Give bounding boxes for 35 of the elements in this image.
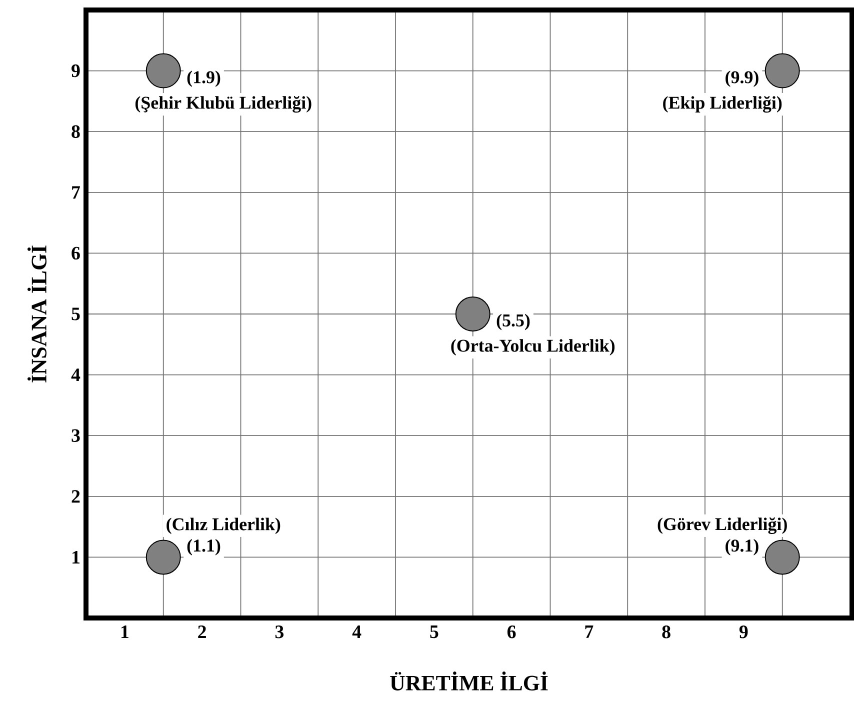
annotation: (Şehir Klubü Liderliği) [135,96,312,113]
annotation: (1.1) [187,539,220,556]
point [764,53,800,88]
annotation: (1.9) [187,70,220,87]
point [146,53,181,88]
y-tick-label: 1 [72,550,80,564]
x-tick-label: 5 [430,626,438,638]
y-tick-label: 8 [72,125,80,138]
y-tick-label: 4 [71,368,80,382]
x-tick-label: 2 [198,626,206,638]
point [146,540,181,575]
y-tick-label: 5 [72,308,80,320]
x-tick-label: 6 [507,626,516,638]
x-tick-label: 9 [739,626,748,638]
y-tick-label: 6 [72,246,80,260]
y-tick-label: 7 [72,186,80,199]
annotation: (5.5) [496,314,530,330]
y-tick-label: 3 [72,429,80,442]
x-tick-label: 8 [662,626,670,638]
y-axis-title: İNSANA İLGİ [27,246,46,382]
x-tick-label: 3 [275,626,284,638]
point [764,540,800,575]
x-tick-label: 1 [121,626,128,638]
annotation: (Görev Liderliği) [658,517,787,534]
x-tick-label: 7 [585,626,594,638]
x-tick-label: 4 [352,626,362,638]
y-tick-label: 2 [72,490,80,503]
x-axis-title: ÜRETİME İLGİ [390,672,548,691]
annotation: (9.1) [726,539,758,556]
annotation: (Cılız Liderlik) [166,518,280,534]
annotation: (9.9) [726,70,758,87]
annotation: (Orta-Yolcu Liderlik) [451,339,615,356]
y-tick-label: 9 [72,64,80,78]
annotation: (Ekip Liderliği) [663,96,782,113]
point [455,296,490,332]
